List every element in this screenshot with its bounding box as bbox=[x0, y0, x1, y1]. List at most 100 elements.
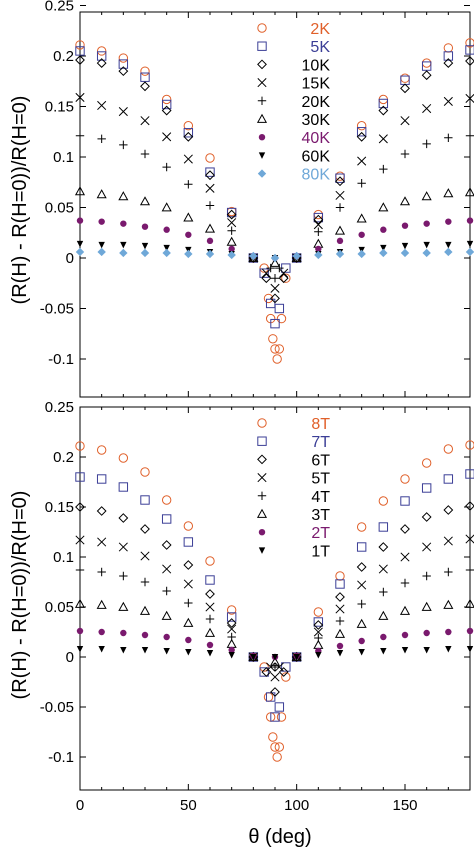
data-point bbox=[97, 134, 106, 144]
data-point bbox=[276, 712, 287, 722]
data-point bbox=[444, 133, 453, 143]
data-point bbox=[75, 131, 85, 140]
data-point bbox=[118, 453, 129, 463]
data-point bbox=[423, 647, 430, 654]
data-point bbox=[140, 116, 150, 126]
bottom-y-tick-label: 0.2 bbox=[53, 449, 74, 466]
data-point bbox=[119, 248, 128, 258]
data-point bbox=[421, 70, 432, 81]
data-point bbox=[96, 445, 107, 455]
data-point bbox=[139, 196, 151, 206]
data-point bbox=[75, 247, 85, 257]
data-point bbox=[443, 474, 454, 484]
data-point bbox=[205, 575, 215, 585]
data-point bbox=[140, 495, 150, 505]
data-point bbox=[205, 556, 215, 566]
data-point bbox=[356, 120, 367, 131]
data-point bbox=[422, 139, 431, 149]
data-point bbox=[118, 106, 128, 117]
data-point bbox=[205, 183, 215, 193]
data-point bbox=[465, 38, 474, 48]
data-point bbox=[313, 212, 324, 223]
data-point bbox=[443, 58, 454, 68]
data-point bbox=[183, 154, 193, 164]
data-point bbox=[281, 662, 291, 672]
data-point bbox=[358, 231, 365, 238]
legend-label: 5T bbox=[311, 471, 330, 488]
data-point bbox=[98, 241, 105, 249]
data-point bbox=[401, 242, 409, 250]
legend-label: 7T bbox=[311, 434, 330, 451]
data-point bbox=[356, 522, 367, 532]
data-point bbox=[274, 303, 285, 314]
data-point bbox=[249, 251, 258, 261]
data-point bbox=[75, 565, 85, 575]
data-point bbox=[206, 650, 214, 657]
top-y-tick-label: -0.05 bbox=[40, 301, 74, 318]
data-point bbox=[445, 628, 452, 636]
data-point bbox=[185, 231, 192, 238]
data-point bbox=[292, 251, 301, 261]
data-point bbox=[313, 214, 324, 225]
data-point bbox=[162, 248, 171, 258]
data-point bbox=[443, 599, 454, 609]
data-point bbox=[161, 540, 172, 550]
data-point bbox=[161, 495, 172, 505]
data-point bbox=[399, 605, 411, 615]
data-point bbox=[464, 187, 474, 197]
legend-marker bbox=[257, 454, 267, 465]
data-point bbox=[140, 551, 150, 561]
data-point bbox=[357, 179, 366, 188]
data-point bbox=[270, 274, 280, 283]
legend-label: 2T bbox=[311, 525, 330, 542]
data-point bbox=[118, 191, 129, 201]
top-y-tick-label: 0.25 bbox=[45, 0, 74, 15]
data-point bbox=[75, 55, 85, 65]
data-point bbox=[76, 240, 84, 248]
data-point bbox=[269, 257, 281, 267]
data-point bbox=[465, 534, 474, 544]
bottom-series-6T bbox=[75, 501, 474, 697]
data-point bbox=[118, 66, 129, 77]
data-point bbox=[422, 103, 432, 114]
data-point bbox=[378, 610, 389, 620]
legend-marker bbox=[257, 78, 267, 88]
data-point bbox=[422, 571, 431, 581]
data-point bbox=[184, 598, 193, 608]
data-point bbox=[269, 656, 281, 666]
data-point bbox=[401, 647, 409, 654]
data-point bbox=[378, 522, 389, 532]
data-point bbox=[161, 202, 172, 212]
top-series-40K bbox=[76, 217, 474, 262]
data-point bbox=[183, 128, 194, 138]
data-point bbox=[119, 571, 128, 581]
data-point bbox=[357, 580, 367, 590]
legend-label: 20K bbox=[302, 94, 331, 111]
data-point bbox=[356, 618, 367, 628]
data-point bbox=[140, 149, 150, 159]
legend-marker bbox=[256, 113, 268, 123]
data-point bbox=[270, 318, 280, 329]
data-point bbox=[378, 496, 389, 506]
data-point bbox=[281, 672, 291, 682]
bottom-x-tick-label: 0 bbox=[76, 797, 84, 814]
top-y-tick-label: -0.1 bbox=[48, 351, 74, 368]
data-point bbox=[206, 237, 214, 245]
data-point bbox=[265, 692, 276, 702]
data-point bbox=[205, 170, 215, 181]
legend-marker bbox=[257, 23, 267, 33]
data-point bbox=[466, 217, 474, 224]
data-point bbox=[400, 248, 410, 258]
bottom-plot-frame bbox=[79, 406, 471, 791]
data-point bbox=[266, 263, 275, 273]
data-point bbox=[227, 624, 237, 634]
data-point bbox=[401, 631, 409, 639]
bottom-series-7T bbox=[75, 469, 474, 722]
data-point bbox=[465, 93, 474, 103]
data-point bbox=[161, 94, 172, 105]
data-point bbox=[120, 220, 127, 227]
bottom-y-tick-label: 0.1 bbox=[53, 549, 74, 566]
data-point bbox=[379, 248, 388, 258]
legend-label: 4T bbox=[311, 489, 330, 506]
